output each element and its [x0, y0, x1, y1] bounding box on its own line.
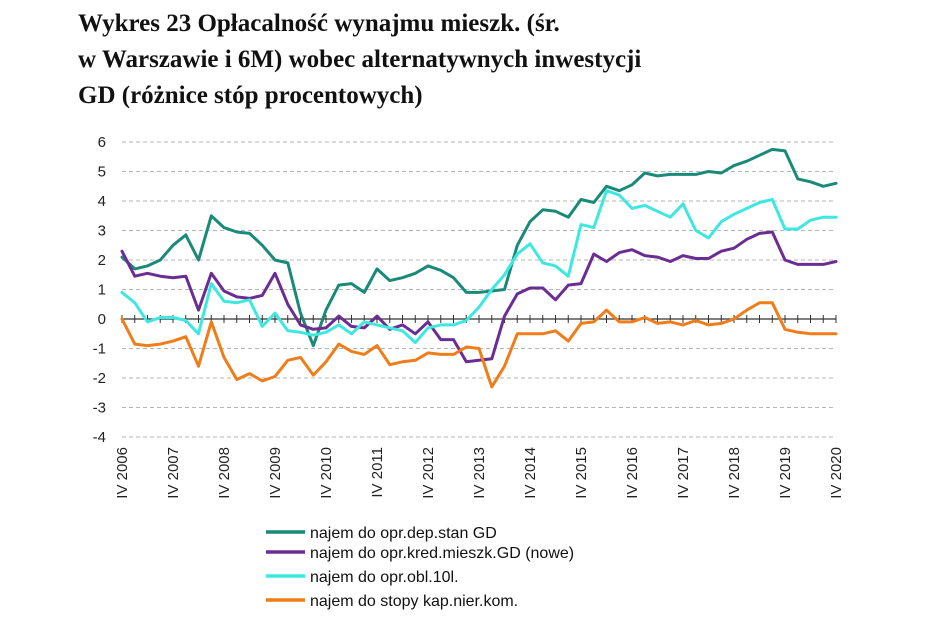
x-tick-label: IV 2019 [777, 447, 794, 499]
y-tick-label: 0 [98, 311, 106, 328]
x-tick-label: IV 2018 [726, 447, 743, 499]
y-tick-label: 4 [98, 193, 106, 210]
y-tick-label: -4 [93, 429, 106, 446]
y-tick-label: -2 [93, 370, 106, 387]
x-tick-label: IV 2013 [471, 447, 488, 499]
y-tick-label: -3 [93, 400, 106, 417]
series-line-4 [120, 301, 838, 389]
y-tick-label: 2 [98, 252, 106, 269]
y-tick-label: 5 [98, 164, 106, 181]
x-tick-label: IV 2012 [420, 447, 437, 499]
legend-label: najem do opr.obl.10l. [310, 569, 459, 586]
legend: najem do opr.dep.stan GD najem do opr.kre… [266, 525, 574, 610]
series-line-3 [120, 189, 838, 345]
chart-title: Wykres 23 Opłacalność wynajmu mieszk. (ś… [78, 6, 938, 114]
y-tick-label: 3 [98, 223, 106, 240]
y-tick-label: -1 [93, 341, 106, 358]
gridlines [122, 141, 836, 438]
legend-label: najem do stopy kap.nier.kom. [310, 593, 518, 610]
x-tick-label: IV 2006 [114, 447, 131, 499]
x-tick-label: IV 2014 [522, 447, 539, 499]
plot-area [120, 147, 838, 389]
legend-label: najem do opr.kred.mieszk.GD (nowe) [310, 545, 574, 562]
legend-label: najem do opr.dep.stan GD [310, 525, 497, 542]
y-tick-label: 1 [98, 282, 106, 299]
y-tick-label: 6 [98, 134, 106, 151]
series-line-2 [120, 230, 838, 364]
x-axis: IV 2006 IV 2007 IV 2008 IV 2009 IV 2010 IV 20… [114, 315, 845, 499]
x-tick-label: IV 2008 [216, 447, 233, 499]
x-tick-label: IV 2020 [828, 447, 845, 499]
series-line-1 [120, 147, 838, 348]
chart-title-line-3: GD (różnice stóp procentowych) [78, 82, 423, 109]
chart-title-line-2: w Warszawie i 6M) wobec alternatywnych i… [78, 46, 642, 73]
x-tick-label: IV 2017 [675, 447, 692, 499]
x-tick-label: IV 2016 [624, 447, 641, 499]
y-axis: 6 5 4 3 2 1 0 -1 -2 -3 -4 [93, 134, 106, 446]
x-tick-label: IV 2009 [267, 447, 284, 499]
x-tick-label: IV 2015 [573, 447, 590, 499]
chart-title-line-1: Wykres 23 Opłacalność wynajmu mieszk. (ś… [78, 10, 560, 37]
x-tick-label: IV 2007 [165, 447, 182, 499]
x-tick-label: IV 2011 [369, 447, 386, 498]
x-tick-label: IV 2010 [318, 447, 335, 499]
